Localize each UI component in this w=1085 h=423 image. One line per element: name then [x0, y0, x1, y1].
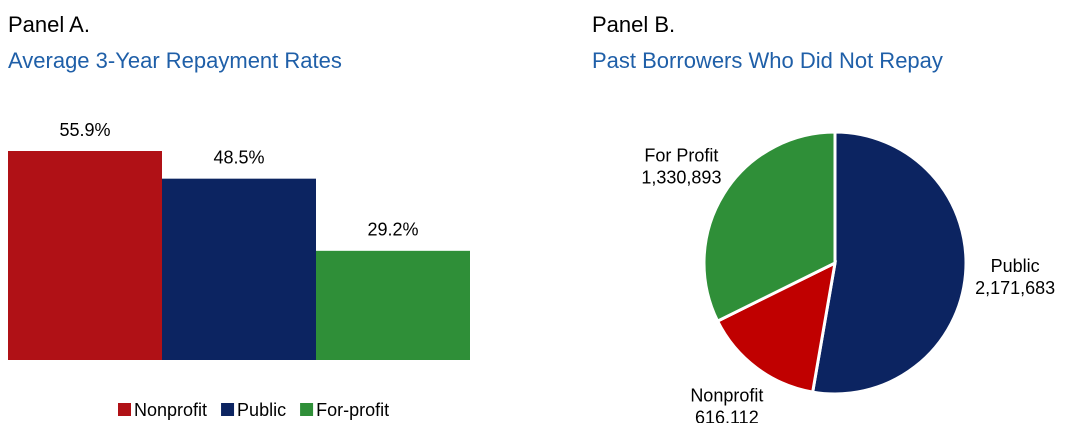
chart-subtitle: Past Borrowers Who Did Not Repay [592, 48, 943, 73]
legend-swatch [221, 403, 235, 416]
legend-swatch [300, 403, 314, 416]
bar [8, 151, 162, 360]
legend-label: For-profit [316, 400, 389, 420]
slice-label: Public [991, 256, 1040, 276]
pie-slice [810, 130, 968, 396]
chart-subtitle: Average 3-Year Repayment Rates [8, 48, 342, 73]
slice-value: 616,112 [695, 408, 759, 423]
data-label: 29.2% [367, 220, 418, 240]
data-label: 48.5% [213, 147, 264, 167]
bar [162, 178, 316, 360]
legend-label: Public [237, 400, 286, 420]
bar [316, 250, 470, 360]
legend-swatch [118, 403, 131, 416]
slice-value: 1,330,893 [641, 167, 721, 187]
data-label: 55.9% [59, 120, 110, 140]
pie-slice [715, 260, 837, 394]
slice-value: 2,171,683 [975, 278, 1055, 298]
slice-label: For Profit [644, 145, 718, 165]
chart-title: Panel A. [8, 12, 90, 37]
pie-slice [702, 130, 837, 324]
legend-label: Nonprofit [134, 400, 207, 420]
slice-label: Nonprofit [690, 386, 763, 406]
chart-title: Panel B. [592, 12, 675, 37]
